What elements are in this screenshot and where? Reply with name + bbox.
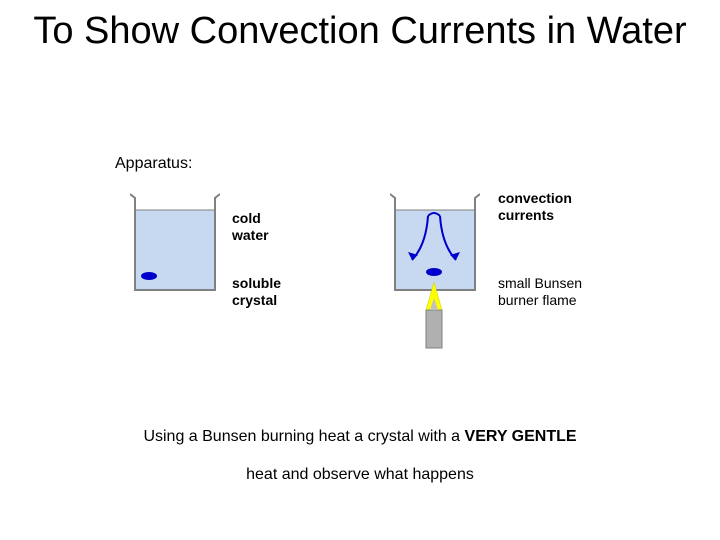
water-fill-right xyxy=(395,210,475,290)
page-title: To Show Convection Currents in Water xyxy=(0,10,720,54)
left-beaker-diagram xyxy=(130,190,220,305)
bunsen-burner-icon xyxy=(426,310,442,348)
instruction-bold: VERY GENTLE xyxy=(465,428,577,445)
bunsen-flame-label: small Bunsen burner flame xyxy=(498,275,618,309)
crystal-icon-right xyxy=(426,268,442,276)
instruction-text: Using a Bunsen burning heat a crystal wi… xyxy=(0,418,720,495)
cold-water-label: cold water xyxy=(232,210,292,244)
left-beaker-svg xyxy=(130,190,220,300)
crystal-icon xyxy=(141,272,157,280)
right-beaker-svg xyxy=(390,190,480,360)
convection-currents-label: convection currents xyxy=(498,190,598,224)
apparatus-heading: Apparatus: xyxy=(115,155,192,173)
soluble-crystal-label: soluble crystal xyxy=(232,275,312,309)
diagram-area: cold water soluble crystal xyxy=(0,180,720,380)
instruction-part2: heat and observe what happens xyxy=(246,466,474,483)
instruction-part1: Using a Bunsen burning heat a crystal wi… xyxy=(143,428,464,445)
right-beaker-diagram xyxy=(390,190,480,365)
